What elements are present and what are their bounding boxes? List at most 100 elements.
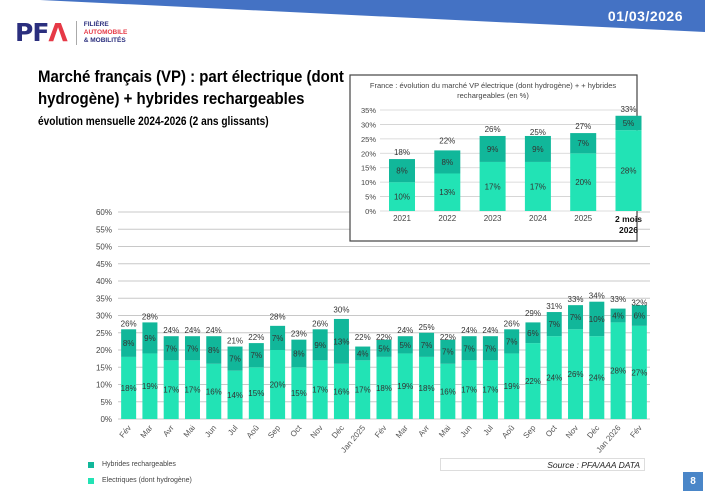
data-label-electric: 17% — [163, 386, 179, 395]
bar-electric — [631, 325, 647, 419]
data-label-hybrid: 9% — [144, 334, 156, 343]
data-label-total: 33% — [568, 295, 584, 304]
inset-bar-hybrid — [524, 135, 551, 162]
bar-hybrid — [184, 336, 200, 361]
bar-electric — [333, 363, 349, 419]
bar-hybrid — [397, 336, 413, 354]
x-tick-label: Nov — [309, 424, 325, 441]
inset-y-tick-label: 25% — [361, 135, 376, 144]
data-label-hybrid: 4% — [612, 312, 624, 321]
inset-data-label-electric: 13% — [439, 188, 455, 197]
data-label-hybrid: 4% — [357, 349, 369, 358]
y-tick-label: 35% — [96, 294, 112, 303]
bar-electric — [546, 336, 562, 419]
data-label-electric: 14% — [227, 391, 243, 400]
data-label-electric: 15% — [291, 389, 307, 398]
bar-hybrid — [440, 339, 456, 364]
y-tick-label: 10% — [96, 381, 112, 390]
data-label-hybrid: 5% — [378, 344, 390, 353]
x-tick-label: Déc — [585, 424, 601, 441]
data-label-total: 21% — [227, 337, 243, 346]
inset-y-tick-label: 35% — [361, 106, 376, 115]
bar-hybrid — [461, 336, 477, 361]
y-tick-label: 20% — [96, 346, 112, 355]
bar-hybrid — [419, 332, 435, 357]
bar-hybrid — [482, 336, 498, 361]
inset-title-line1: France : évolution du marché VP électriq… — [370, 81, 617, 90]
data-label-electric: 28% — [610, 367, 626, 376]
data-label-hybrid: 7% — [165, 344, 177, 353]
data-label-total: 26% — [312, 319, 328, 328]
y-tick-label: 25% — [96, 329, 112, 338]
inset-data-label-hybrid: 7% — [577, 139, 589, 148]
data-label-electric: 22% — [525, 377, 541, 386]
data-label-total: 28% — [142, 312, 158, 321]
data-label-total: 22% — [440, 333, 456, 342]
x-tick-label: Fév — [118, 424, 133, 440]
inset-data-label-hybrid: 9% — [532, 145, 544, 154]
bar-electric — [440, 363, 456, 419]
x-tick-label: Mar — [394, 423, 410, 440]
data-label-hybrid: 7% — [506, 337, 518, 346]
data-label-electric: 17% — [482, 386, 498, 395]
data-label-hybrid: 6% — [634, 312, 646, 321]
data-label-hybrid: 7% — [187, 344, 199, 353]
x-tick-label: Aoû — [245, 424, 261, 441]
data-label-total: 25% — [419, 323, 435, 332]
data-label-hybrid: 5% — [399, 341, 411, 350]
y-tick-label: 40% — [96, 277, 112, 286]
data-label-hybrid: 9% — [314, 341, 326, 350]
inset-title-line2: rechargeables (en %) — [457, 91, 529, 100]
bar-hybrid — [163, 336, 179, 361]
data-label-electric: 19% — [142, 382, 158, 391]
data-label-hybrid: 7% — [548, 320, 560, 329]
bar-hybrid — [546, 312, 562, 337]
inset-data-label-total: 33% — [620, 105, 636, 114]
bar-electric — [248, 367, 264, 419]
inset-bar-electric — [434, 173, 461, 211]
y-tick-label: 0% — [100, 415, 112, 424]
x-tick-label: Mai — [437, 423, 452, 439]
bar-electric — [142, 353, 158, 419]
inset-data-label-electric: 17% — [530, 182, 546, 191]
inset-bar-electric — [389, 182, 415, 211]
inset-x-tick-label: 2021 — [393, 214, 411, 223]
logo-line3: & MOBILITÉS — [83, 36, 126, 44]
data-label-electric: 24% — [546, 374, 562, 383]
x-tick-label: Oct — [544, 423, 559, 439]
bar-hybrid — [333, 318, 349, 364]
y-tick-label: 55% — [96, 225, 112, 234]
x-tick-label: Oct — [289, 423, 304, 439]
data-label-hybrid: 8% — [293, 349, 305, 358]
inset-bar-hybrid — [479, 135, 506, 162]
x-tick-label: Sep — [266, 423, 282, 440]
data-label-total: 26% — [121, 319, 137, 328]
x-tick-label: Jul — [481, 423, 495, 437]
data-label-total: 24% — [206, 326, 222, 335]
data-label-total: 22% — [248, 333, 264, 342]
bar-electric — [589, 336, 605, 419]
legend-item-electric: Electriques (dont hydrogène) — [88, 477, 192, 484]
page-number: 8 — [683, 472, 703, 491]
inset-y-tick-label: 15% — [361, 164, 376, 173]
data-label-electric: 24% — [589, 374, 605, 383]
inset-y-tick-label: 0% — [365, 207, 376, 216]
data-label-total: 22% — [376, 333, 392, 342]
data-label-electric: 27% — [631, 368, 647, 377]
inset-data-label-hybrid: 8% — [396, 167, 408, 176]
data-label-electric: 18% — [121, 384, 137, 393]
bar-hybrid — [291, 339, 307, 368]
data-label-total: 33% — [610, 295, 626, 304]
data-label-electric: 19% — [397, 382, 413, 391]
logo-mark-a: Λ — [48, 18, 68, 47]
data-label-hybrid: 10% — [589, 315, 605, 324]
source-note: Source : PFA/AAA DATA — [440, 458, 645, 471]
x-tick-label: Fév — [628, 424, 643, 440]
bar-hybrid — [270, 325, 286, 350]
y-tick-label: 15% — [96, 363, 112, 372]
bar-electric — [568, 329, 584, 419]
data-label-total: 24% — [184, 326, 200, 335]
bar-hybrid — [355, 346, 371, 361]
bar-electric — [397, 353, 413, 419]
